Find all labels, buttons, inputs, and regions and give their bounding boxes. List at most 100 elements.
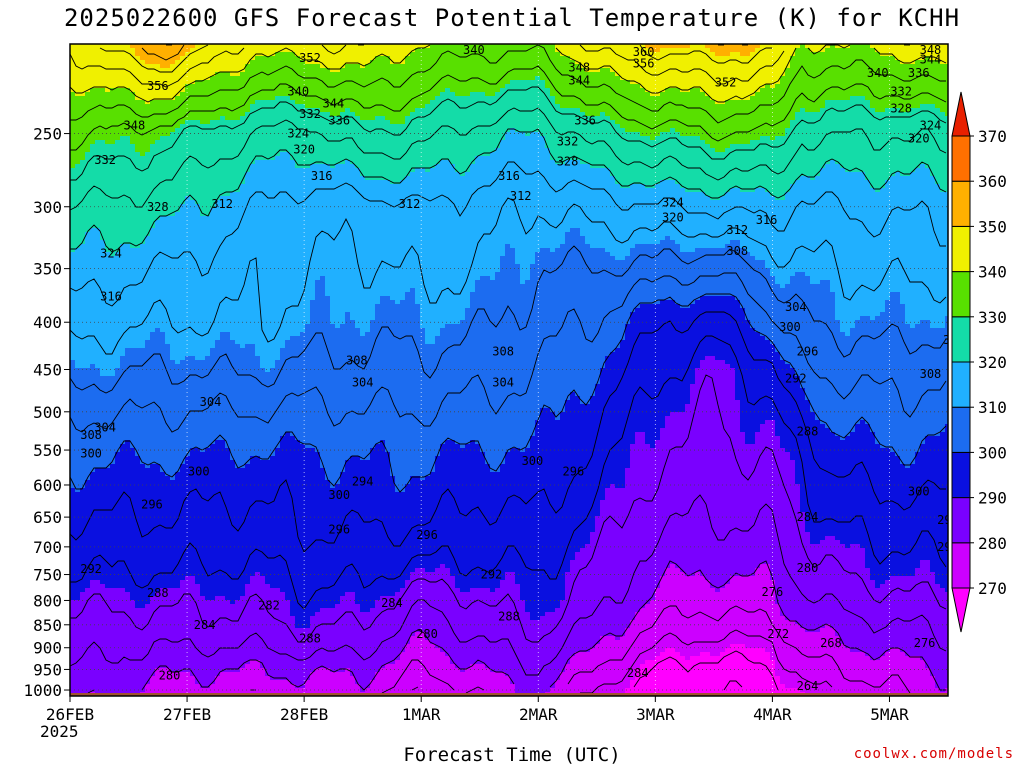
- shade-cell: [130, 592, 136, 597]
- shade-cell: [145, 60, 151, 65]
- shade-cell: [85, 124, 91, 129]
- shade-cell: [195, 156, 201, 161]
- shade-cell: [105, 52, 111, 57]
- shade-cell: [195, 312, 201, 317]
- shade-cell: [75, 76, 81, 81]
- shade-cell: [75, 400, 81, 405]
- shade-cell: [85, 236, 91, 241]
- shade-cell: [115, 392, 121, 397]
- shade-cell: [170, 204, 176, 209]
- shade-cell: [80, 412, 86, 417]
- shade-cell: [85, 176, 91, 181]
- shade-cell: [145, 244, 151, 249]
- shade-cell: [205, 660, 211, 665]
- shade-cell: [190, 660, 196, 665]
- shade-cell: [110, 532, 116, 537]
- shade-cell: [105, 340, 111, 345]
- shade-cell: [70, 140, 76, 145]
- shade-cell: [70, 100, 76, 105]
- shade-cell: [105, 240, 111, 245]
- shade-cell: [155, 104, 161, 109]
- shade-cell: [105, 500, 111, 505]
- shade-cell: [185, 428, 191, 433]
- shade-cell: [95, 324, 101, 329]
- shade-cell: [120, 204, 126, 209]
- shade-cell: [95, 148, 101, 153]
- shade-cell: [220, 136, 226, 141]
- shade-cell: [185, 364, 191, 369]
- shade-cell: [75, 308, 81, 313]
- shade-cell: [90, 576, 96, 581]
- shade-cell: [205, 432, 211, 437]
- shade-cell: [180, 468, 186, 473]
- shade-cell: [125, 596, 131, 601]
- shade-cell: [205, 180, 211, 185]
- shade-cell: [150, 564, 156, 569]
- shade-cell: [135, 672, 141, 677]
- shade-cell: [210, 416, 216, 421]
- shade-cell: [100, 148, 106, 153]
- shade-cell: [215, 380, 221, 385]
- shade-cell: [85, 640, 91, 645]
- shade-cell: [100, 88, 106, 93]
- shade-cell: [135, 632, 141, 637]
- shade-cell: [95, 144, 101, 149]
- shade-cell: [190, 604, 196, 609]
- shade-cell: [165, 340, 171, 345]
- shade-cell: [135, 396, 141, 401]
- shade-cell: [110, 524, 116, 529]
- shade-cell: [110, 604, 116, 609]
- shade-cell: [75, 52, 81, 57]
- shade-cell: [110, 228, 116, 233]
- shade-cell: [70, 200, 76, 205]
- shade-cell: [205, 512, 211, 517]
- shade-cell: [100, 312, 106, 317]
- shade-cell: [75, 380, 81, 385]
- shade-cell: [75, 356, 81, 361]
- shade-cell: [100, 384, 106, 389]
- shade-cell: [110, 180, 116, 185]
- shade-cell: [80, 636, 86, 641]
- shade-cell: [80, 376, 86, 381]
- shade-cell: [80, 120, 86, 125]
- shade-cell: [80, 556, 86, 561]
- shade-cell: [205, 484, 211, 489]
- shade-cell: [175, 76, 181, 81]
- shade-cell: [75, 472, 81, 477]
- shade-cell: [150, 368, 156, 373]
- shade-cell: [160, 184, 166, 189]
- shade-cell: [75, 672, 81, 677]
- shade-cell: [140, 392, 146, 397]
- shade-cell: [85, 244, 91, 249]
- shade-cell: [145, 352, 151, 357]
- shade-cell: [175, 528, 181, 533]
- shade-cell: [200, 140, 206, 145]
- shade-cell: [125, 236, 131, 241]
- shade-cell: [120, 420, 126, 425]
- shade-cell: [125, 344, 131, 349]
- shade-cell: [175, 276, 181, 281]
- shade-cell: [175, 584, 181, 589]
- shade-cell: [180, 188, 186, 193]
- shade-cell: [185, 356, 191, 361]
- shade-cell: [115, 492, 121, 497]
- shade-cell: [80, 468, 86, 473]
- shade-cell: [155, 620, 161, 625]
- shade-cell: [220, 312, 226, 317]
- shade-cell: [120, 388, 126, 393]
- shade-cell: [125, 524, 131, 529]
- shade-cell: [130, 528, 136, 533]
- shade-cell: [100, 304, 106, 309]
- shade-cell: [160, 160, 166, 165]
- shade-cell: [155, 176, 161, 181]
- shade-cell: [170, 120, 176, 125]
- shade-cell: [95, 192, 101, 197]
- shade-cell: [75, 228, 81, 233]
- shade-cell: [70, 404, 76, 409]
- shade-cell: [165, 168, 171, 173]
- shade-cell: [175, 604, 181, 609]
- shade-cell: [110, 516, 116, 521]
- shade-cell: [215, 512, 221, 517]
- shade-cell: [165, 688, 171, 693]
- shade-cell: [195, 224, 201, 229]
